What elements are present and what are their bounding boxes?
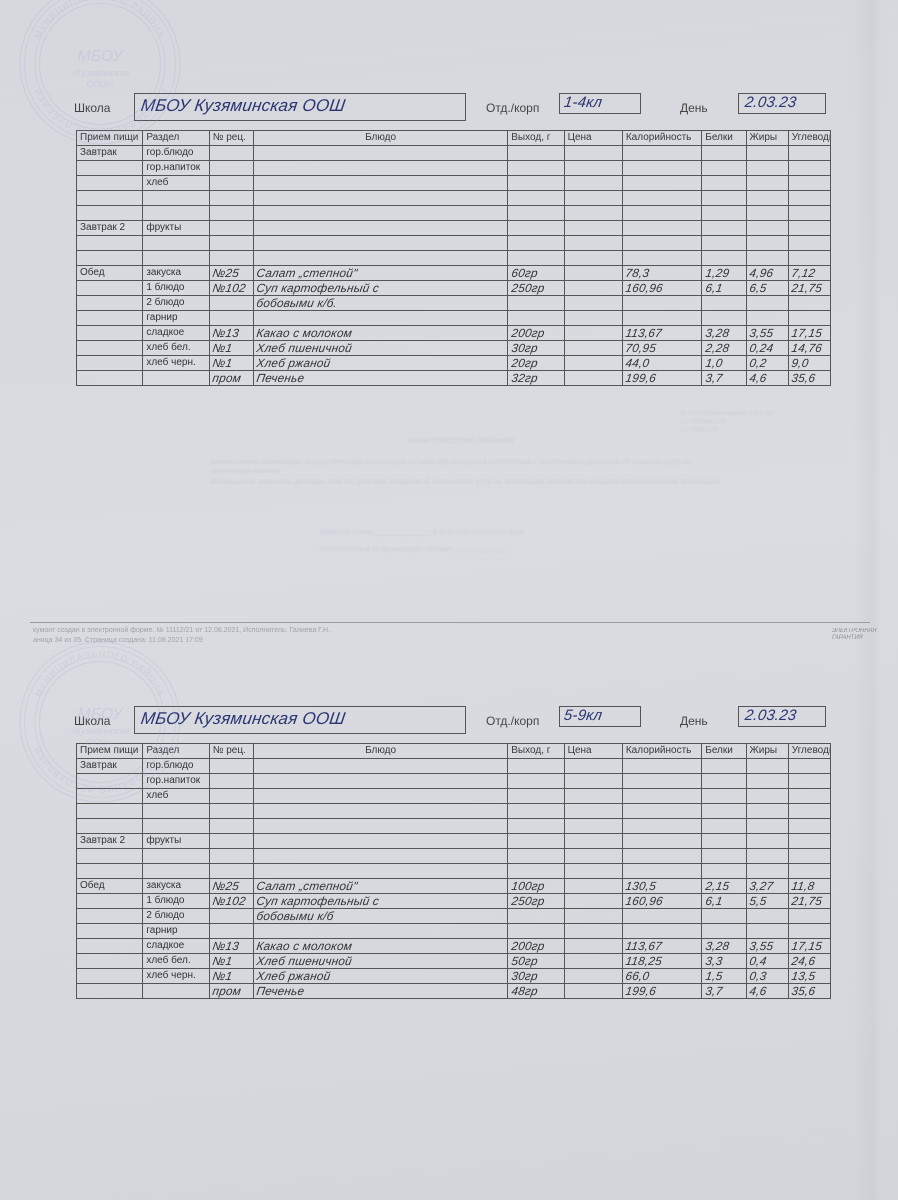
svg-text:МБОУ: МБОУ	[78, 48, 125, 65]
svg-text:ОБРАЗОВАНИЯ РЕСПУБЛИКИ: ОБРАЗОВАНИЯ РЕСПУБЛИКИ	[32, 86, 168, 137]
svg-text:ОБРАЗОВАНИЯ РЕСПУБЛИКИ: ОБРАЗОВАНИЯ РЕСПУБЛИКИ	[32, 744, 168, 795]
svg-text:ООШ»: ООШ»	[86, 737, 113, 747]
svg-text:МБОУ: МБОУ	[78, 706, 125, 723]
svg-text:«Кузяминская: «Кузяминская	[71, 726, 130, 736]
svg-text:МУНИЦИПАЛЬНОГО РАЙОНА: МУНИЦИПАЛЬНОГО РАЙОНА	[33, 649, 168, 698]
svg-text:ООШ»: ООШ»	[86, 79, 113, 89]
svg-text:МУНИЦИПАЛЬНОГО РАЙОНА: МУНИЦИПАЛЬНОГО РАЙОНА	[33, 0, 168, 40]
svg-text:«Кузяминская: «Кузяминская	[71, 68, 130, 78]
